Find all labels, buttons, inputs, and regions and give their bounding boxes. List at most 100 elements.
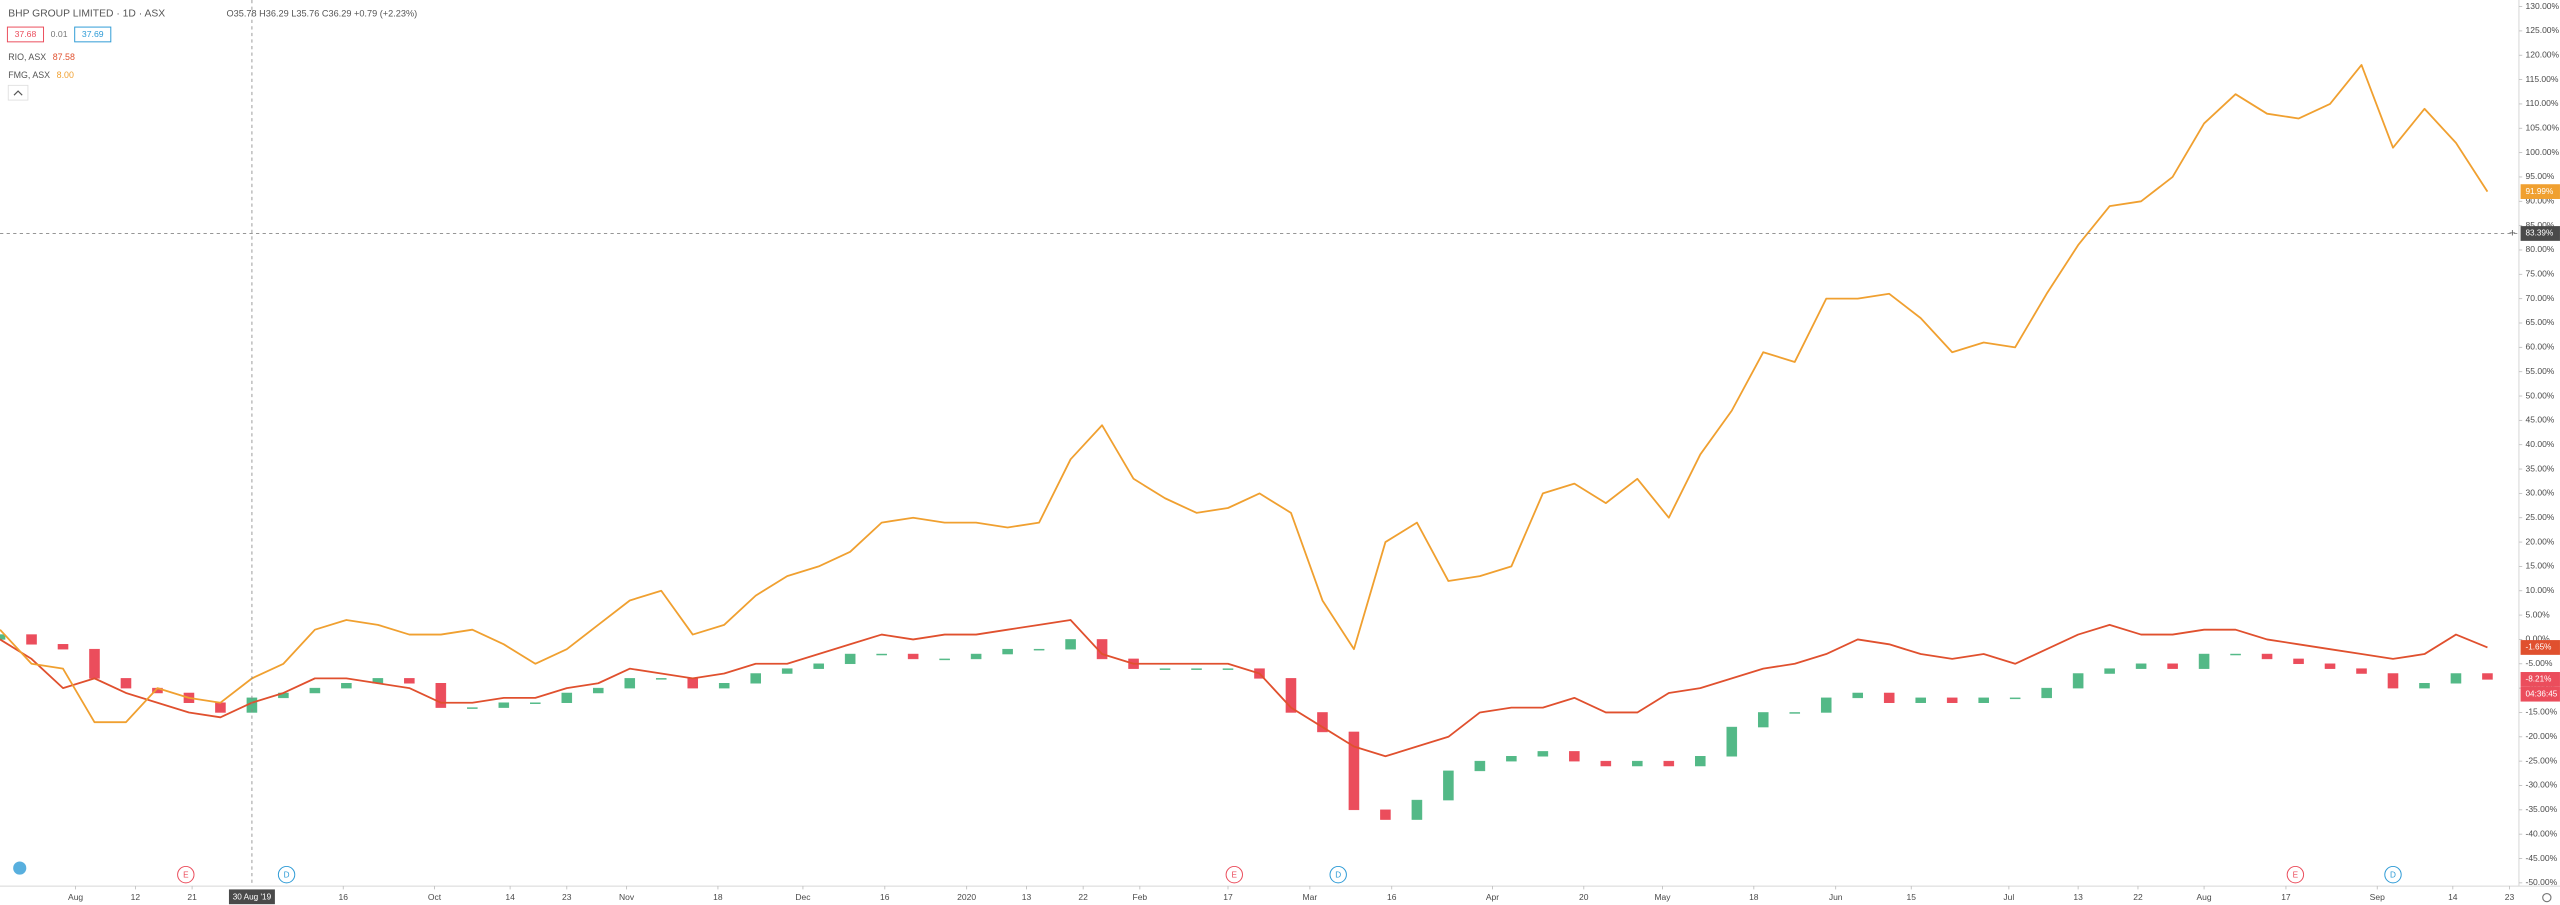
candle — [2198, 653, 2210, 669]
x-tick-label: May — [1654, 892, 1671, 902]
legend-value: 8.00 — [57, 70, 74, 80]
candle — [813, 663, 824, 669]
y-tick-label: 0.00% — [2526, 634, 2551, 644]
candle — [2419, 683, 2430, 689]
event-marker — [1329, 865, 1347, 884]
candle — [1569, 751, 1580, 762]
event-marker — [1225, 865, 1243, 884]
x-tick-label: 16 — [1387, 892, 1397, 902]
ask[interactable]: 37.69 — [82, 29, 104, 39]
candle — [1820, 697, 1832, 713]
candle — [655, 678, 667, 680]
y-tick-label: 55.00% — [2526, 366, 2555, 376]
x-tick-label: 13 — [2073, 892, 2083, 902]
candle — [1789, 712, 1801, 714]
x-tick-label: 12 — [131, 892, 141, 902]
x-tick-label: 16 — [880, 892, 890, 902]
bid-box[interactable] — [6, 26, 45, 43]
candle — [341, 683, 352, 689]
x-tick-label: Dec — [795, 892, 811, 902]
candle — [781, 668, 793, 674]
y-tick-label: -30.00% — [2526, 780, 2558, 790]
y-tick-label: -5.00% — [2526, 658, 2553, 668]
candle — [2135, 663, 2147, 669]
x-tick-label: Feb — [1132, 892, 1147, 902]
x-tick-label: Aug — [68, 892, 83, 902]
x-tick-label: 18 — [1749, 892, 1759, 902]
x-tick-label: Sep — [2370, 892, 2385, 902]
y-tick-label: 105.00% — [2526, 123, 2560, 133]
event-label: E — [2293, 870, 2299, 879]
candle — [1159, 668, 1171, 670]
candle — [687, 678, 699, 689]
last-value-box — [2520, 184, 2560, 199]
candle — [2167, 663, 2178, 669]
y-tick-label: -20.00% — [2526, 731, 2558, 741]
candle — [2482, 673, 2493, 680]
settings-icon[interactable] — [2542, 892, 2552, 903]
candle — [2230, 653, 2241, 656]
candle — [0, 634, 6, 640]
y-tick-label: -35.00% — [2526, 804, 2558, 814]
collapse-button[interactable] — [7, 84, 29, 101]
candle — [2387, 673, 2399, 689]
candle — [2009, 697, 2021, 700]
candle — [1065, 639, 1076, 650]
event-marker — [177, 865, 195, 884]
event-label: D — [1335, 870, 1341, 879]
candle — [561, 692, 573, 703]
x-tick-label: Jun — [1829, 892, 1843, 902]
y-tick-label: -50.00% — [2526, 877, 2558, 887]
x-tick-label: Nov — [619, 892, 635, 902]
x-tick-label: 13 — [1022, 892, 1032, 902]
candle — [309, 687, 321, 694]
x-tick-label: 21 — [187, 892, 197, 902]
crosshair-y-box — [2520, 226, 2560, 241]
collapse-icon[interactable] — [13, 90, 23, 96]
last-value-label: -8.21% — [2526, 675, 2552, 684]
candle — [435, 683, 447, 708]
x-tick-label: 22 — [1078, 892, 1088, 902]
candle — [1317, 712, 1328, 733]
x-tick-label: 2020 — [957, 892, 976, 902]
candle — [1632, 760, 1643, 767]
candle — [2104, 668, 2115, 674]
y-tick-label: 35.00% — [2526, 463, 2555, 473]
y-tick-label: 60.00% — [2526, 342, 2555, 352]
candle — [1380, 809, 1391, 820]
y-tick-label: 25.00% — [2526, 512, 2555, 522]
symbol-title: BHP GROUP LIMITED · 1D · ASX — [8, 9, 165, 20]
y-tick-label: 20.00% — [2526, 536, 2555, 546]
y-tick-label: 5.00% — [2526, 609, 2551, 619]
x-tick-label: 23 — [2505, 892, 2515, 902]
ask-box[interactable] — [74, 26, 112, 43]
y-tick-label: 45.00% — [2526, 415, 2555, 425]
legend-name: RIO, ASX — [8, 52, 46, 62]
y-tick-label: -25.00% — [2526, 755, 2558, 765]
candle — [1757, 712, 1769, 728]
y-tick-label: 115.00% — [2526, 74, 2559, 84]
candle — [592, 687, 604, 694]
countdown-box — [2520, 686, 2560, 702]
crosshair-plus: + — [2509, 228, 2516, 240]
x-tick-label: Jul — [2003, 892, 2014, 902]
candle — [1285, 678, 1297, 713]
x-tick-label: Aug — [2196, 892, 2211, 902]
candle — [467, 707, 478, 709]
candle — [1506, 756, 1517, 762]
series-line — [0, 619, 2488, 758]
bid[interactable]: 37.68 — [15, 29, 37, 39]
candle — [970, 653, 982, 660]
y-tick-label: -40.00% — [2526, 828, 2558, 838]
candle — [718, 683, 730, 689]
x-tick-label: 15 — [1907, 892, 1917, 902]
x-tick-label: 20 — [1579, 892, 1589, 902]
crosshair-y-label: 83.39% — [2526, 229, 2554, 238]
y-tick-label: -15.00% — [2526, 707, 2558, 717]
ohlc: O35.78 H36.29 L35.76 C36.29 +0.79 (+2.23… — [226, 8, 417, 18]
event-label: E — [1232, 870, 1238, 879]
y-tick-label: 85.00% — [2526, 220, 2555, 230]
